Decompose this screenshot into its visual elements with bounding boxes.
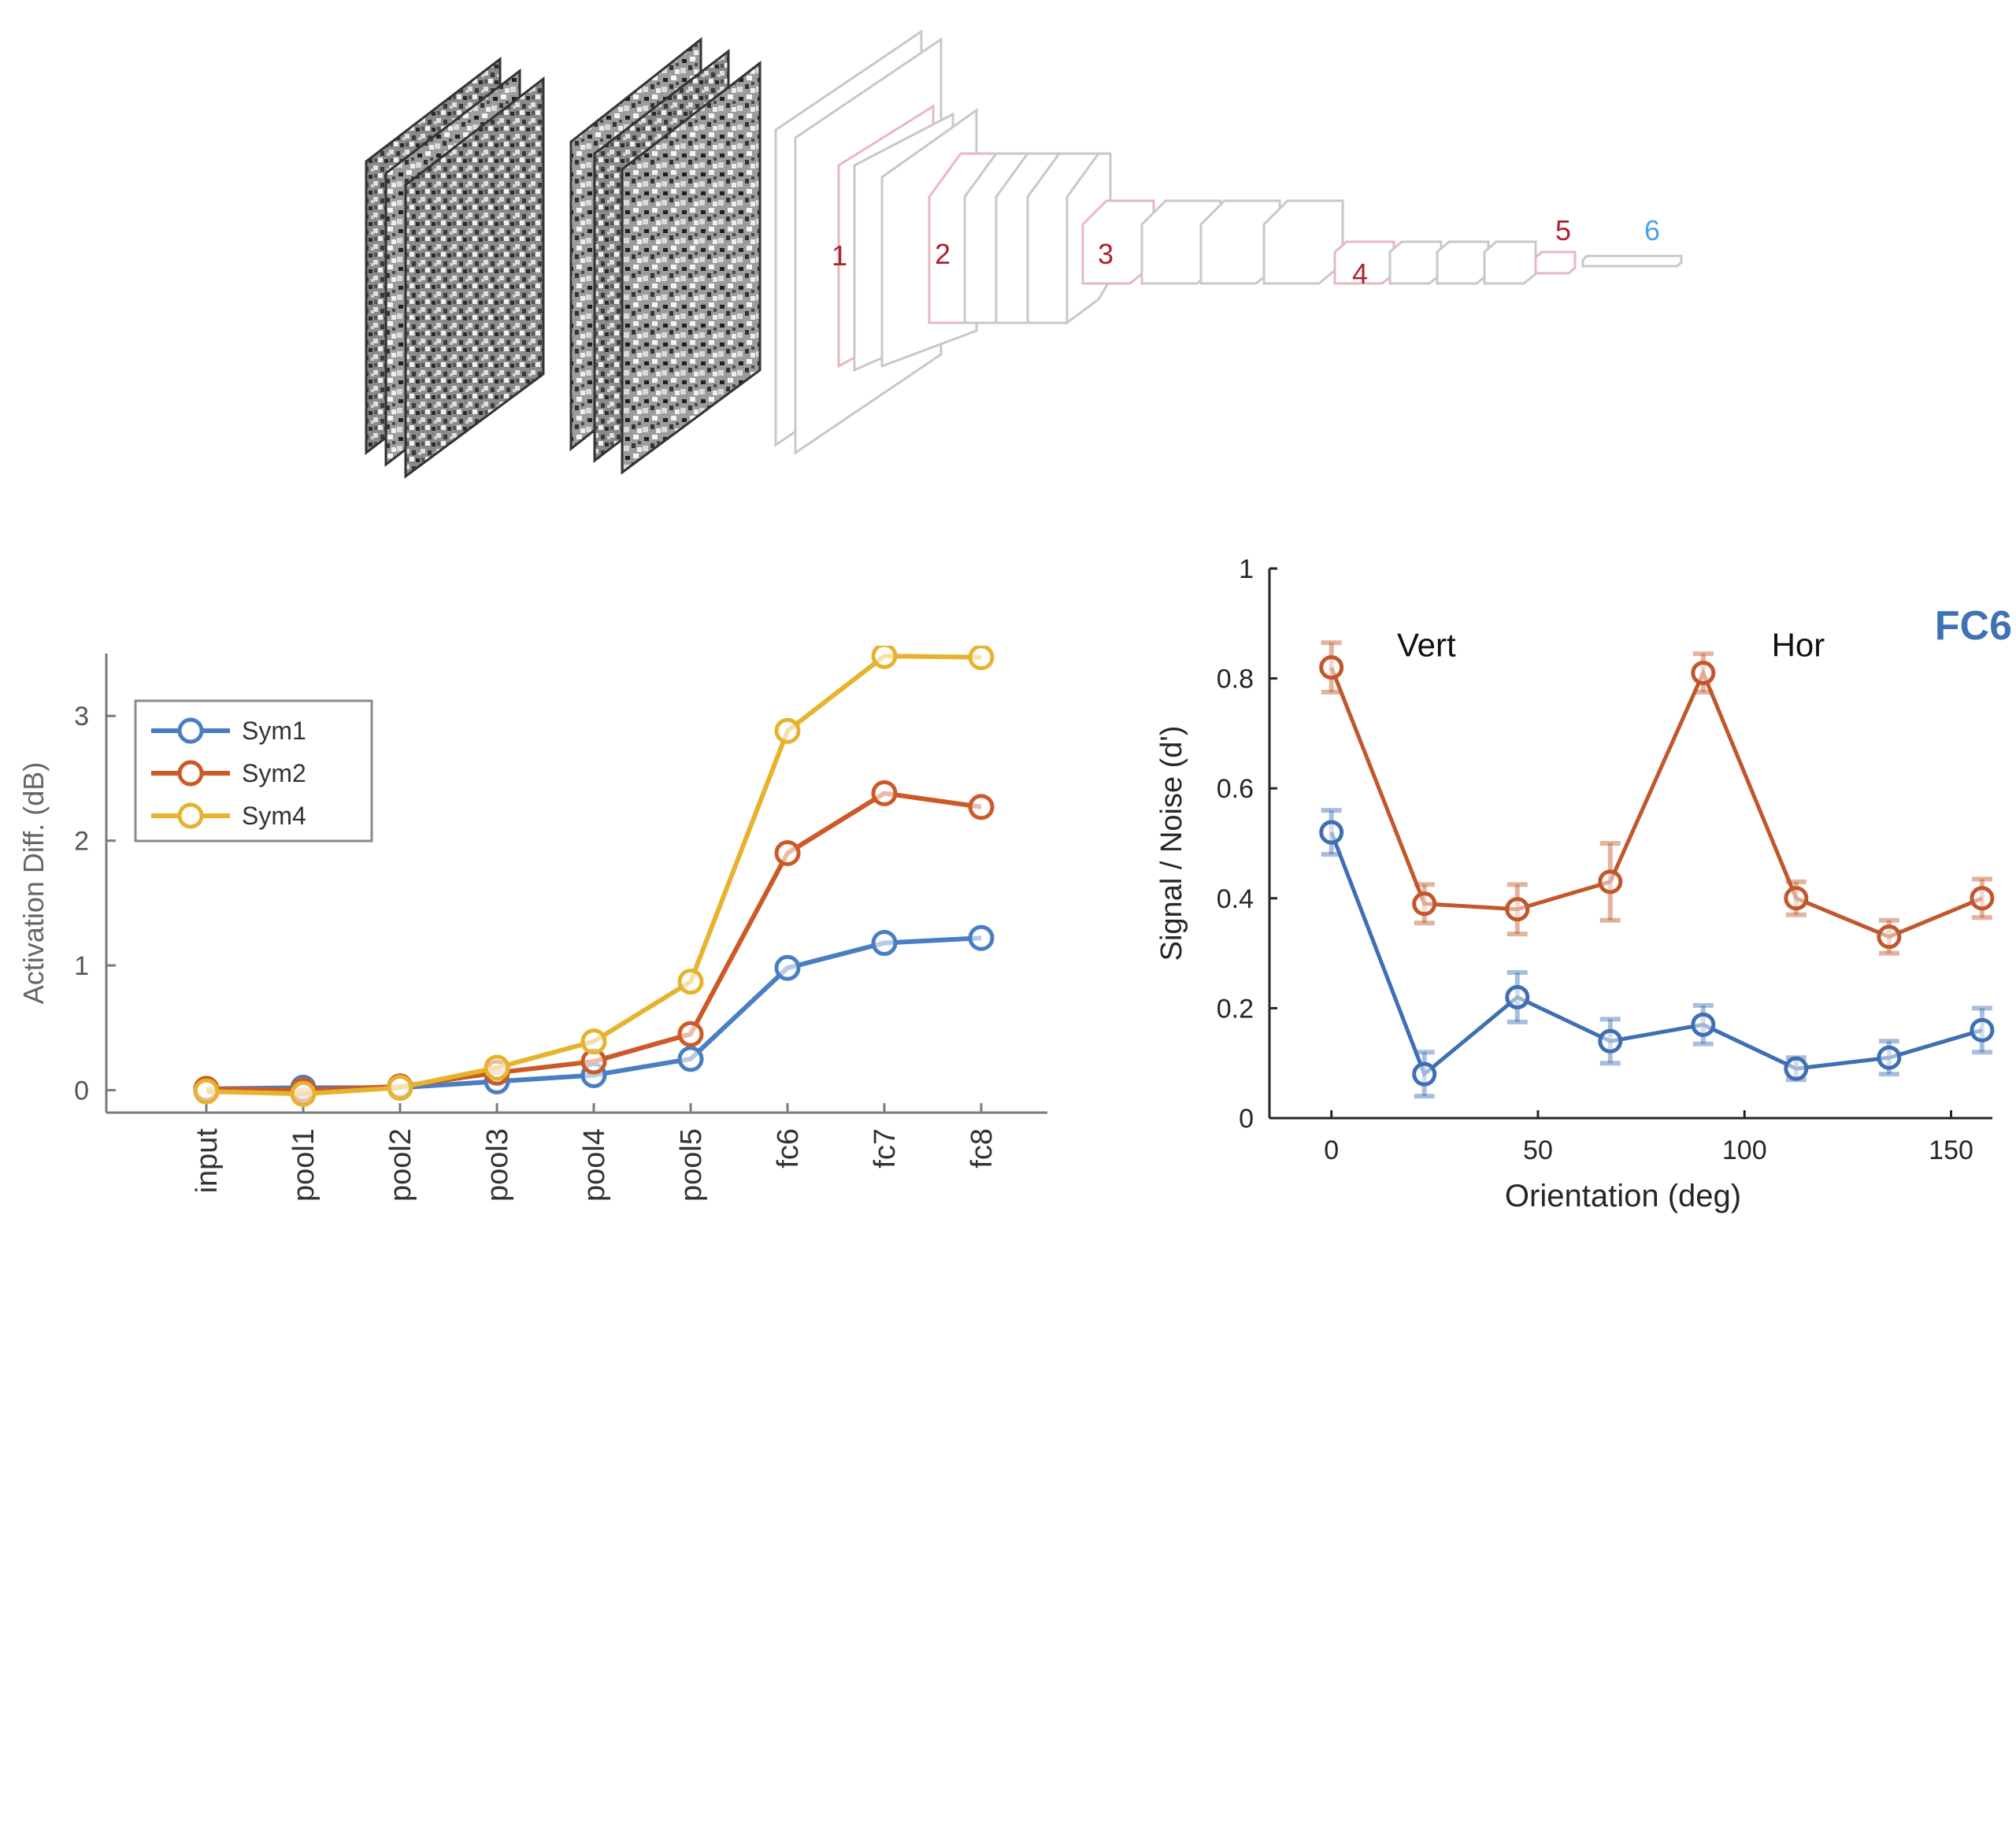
layer-label-5: 5 xyxy=(1555,214,1571,246)
data-point xyxy=(1598,1028,1623,1054)
data-point xyxy=(677,969,704,995)
legend-label: Sym2 xyxy=(242,759,306,787)
data-point xyxy=(1412,891,1437,917)
layer-label-3: 3 xyxy=(1098,238,1114,270)
data-point xyxy=(968,794,995,820)
data-point xyxy=(193,1078,220,1105)
y-tick-label: 1 xyxy=(1239,554,1254,584)
conv-block-1 xyxy=(774,29,978,455)
annotation-label: Hor xyxy=(1772,627,1825,664)
x-tick-label: fc7 xyxy=(869,1128,902,1169)
legend-label: Sym4 xyxy=(242,802,306,830)
layer-label-6: 6 xyxy=(1644,214,1660,246)
y-tick-label: 1 xyxy=(74,951,89,981)
input-noise-stack xyxy=(365,56,545,479)
y-tick-label: 0.6 xyxy=(1217,774,1254,804)
x-tick-label: pool5 xyxy=(675,1128,708,1202)
data-point xyxy=(1412,1061,1437,1087)
data-point xyxy=(871,780,898,806)
y-tick-label: 3 xyxy=(74,702,89,732)
data-point xyxy=(1319,655,1344,680)
data-point xyxy=(1877,924,1902,950)
data-point xyxy=(1598,869,1623,894)
data-point xyxy=(1691,1012,1716,1037)
legend-marker xyxy=(177,760,204,787)
layer-label-2: 2 xyxy=(935,238,951,270)
y-tick-label: 0.8 xyxy=(1217,665,1254,694)
y-axis-label: Activation Diff. (dB) xyxy=(17,762,50,1004)
data-point xyxy=(1970,886,1995,911)
data-point xyxy=(774,839,801,866)
data-point xyxy=(677,1020,704,1047)
conv-block-2 xyxy=(928,152,1112,325)
x-tick-label: input xyxy=(191,1128,224,1194)
layer-label-4: 4 xyxy=(1352,257,1368,290)
data-point xyxy=(774,717,801,744)
data-point xyxy=(1319,820,1344,845)
y-axis-label: Signal / Noise (d') xyxy=(1155,726,1188,961)
data-point xyxy=(1505,897,1530,922)
data-point xyxy=(871,930,898,957)
annotation-label: Vert xyxy=(1397,627,1456,664)
data-point xyxy=(580,1028,607,1055)
x-tick-label: pool3 xyxy=(481,1128,514,1202)
y-tick-label: 0 xyxy=(1239,1104,1254,1134)
y-tick-label: 0.2 xyxy=(1217,994,1254,1024)
x-tick-label: fc8 xyxy=(965,1128,999,1169)
data-point xyxy=(677,1046,704,1072)
x-tick-label: pool1 xyxy=(287,1128,321,1202)
data-point xyxy=(1877,1045,1902,1070)
data-point xyxy=(1970,1017,1995,1043)
legend-label: Sym1 xyxy=(242,717,306,745)
conv-block-5 xyxy=(1534,250,1577,275)
series-line xyxy=(1329,666,1983,939)
data-point xyxy=(871,646,898,669)
x-tick-label: pool2 xyxy=(384,1128,417,1202)
legend-marker xyxy=(177,717,204,744)
x-tick-label: 50 xyxy=(1523,1135,1553,1165)
layer-label-1: 1 xyxy=(832,239,847,272)
x-axis-label: Orientation (deg) xyxy=(1505,1179,1741,1213)
y-tick-label: 0.4 xyxy=(1217,884,1254,914)
x-tick-label: fc6 xyxy=(772,1128,805,1169)
y-tick-label: 2 xyxy=(74,827,89,857)
data-point xyxy=(774,954,801,981)
x-tick-label: 100 xyxy=(1722,1135,1767,1165)
fc-block-6 xyxy=(1581,254,1683,268)
data-point xyxy=(290,1080,317,1107)
x-tick-label: 150 xyxy=(1929,1135,1973,1165)
conv-block-4 xyxy=(1333,240,1537,285)
x-tick-label: 0 xyxy=(1324,1135,1339,1165)
fc6-orientation-chart: 0 0.2 0.4 0.6 0.8 1 0 50 100 150 Signal / Noise (d… xyxy=(1155,554,2012,1213)
data-point xyxy=(1505,984,1530,1009)
chart-title: FC6 xyxy=(1935,603,2012,649)
legend-marker xyxy=(177,802,204,829)
series-line xyxy=(1329,832,1983,1078)
feature-noise-stack xyxy=(569,36,762,475)
conv-block-3 xyxy=(1081,199,1344,285)
activation-diff-chart: 0 1 2 3 Activation Diff. (dB) input pool1 pool2… xyxy=(17,646,1047,1202)
data-point xyxy=(1691,661,1716,686)
data-point xyxy=(484,1054,510,1081)
data-point xyxy=(1784,886,1809,911)
data-point xyxy=(968,924,995,951)
data-point xyxy=(387,1074,413,1101)
y-tick-label: 0 xyxy=(74,1076,89,1106)
x-tick-label: pool4 xyxy=(578,1128,611,1202)
network-architecture-diagram: 1 2 3 4 5 6 xyxy=(365,29,1683,479)
data-point xyxy=(968,646,995,671)
data-point xyxy=(1784,1056,1809,1081)
